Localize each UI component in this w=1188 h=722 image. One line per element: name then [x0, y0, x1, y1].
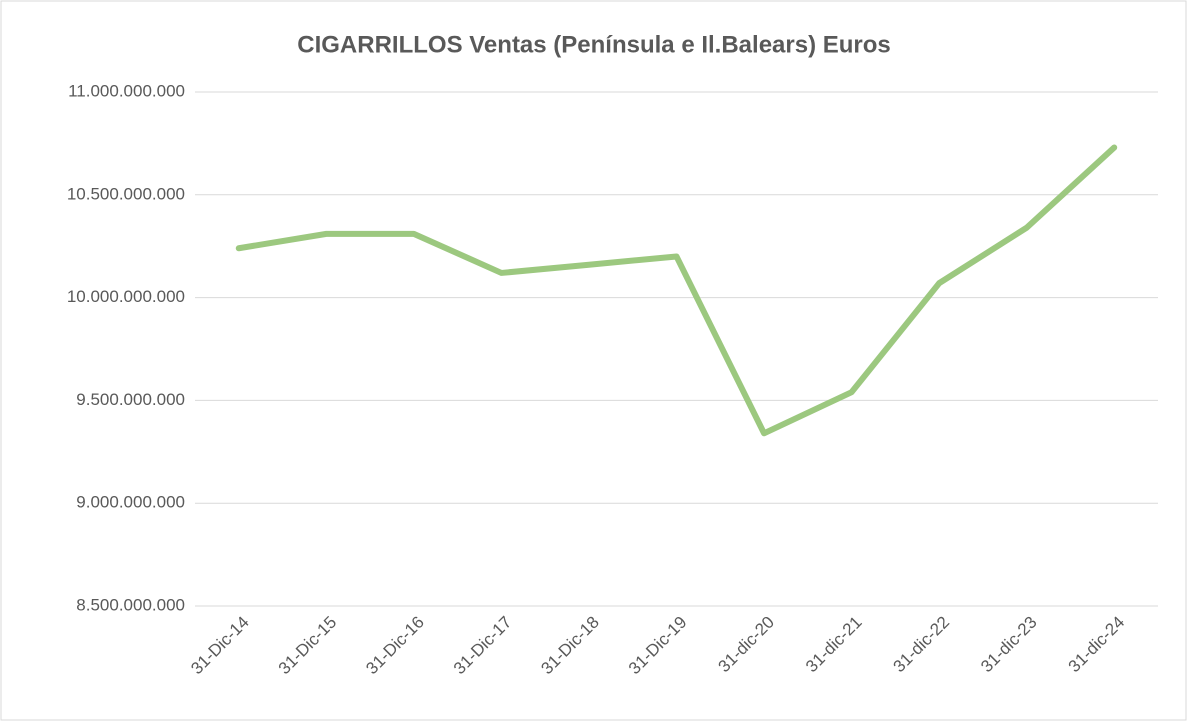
y-tick-label: 9.500.000.000: [76, 390, 185, 409]
y-tick-label: 9.000.000.000: [76, 493, 185, 512]
data-line: [235, 144, 1118, 437]
y-tick-label: 10.500.000.000: [67, 184, 185, 203]
y-tick-label: 11.000.000.000: [68, 81, 185, 100]
y-tick-label: 8.500.000.000: [76, 595, 185, 614]
y-tick-label: 10.000.000.000: [67, 287, 185, 306]
chart-title: CIGARRILLOS Ventas (Península e Il.Balea…: [297, 31, 891, 58]
